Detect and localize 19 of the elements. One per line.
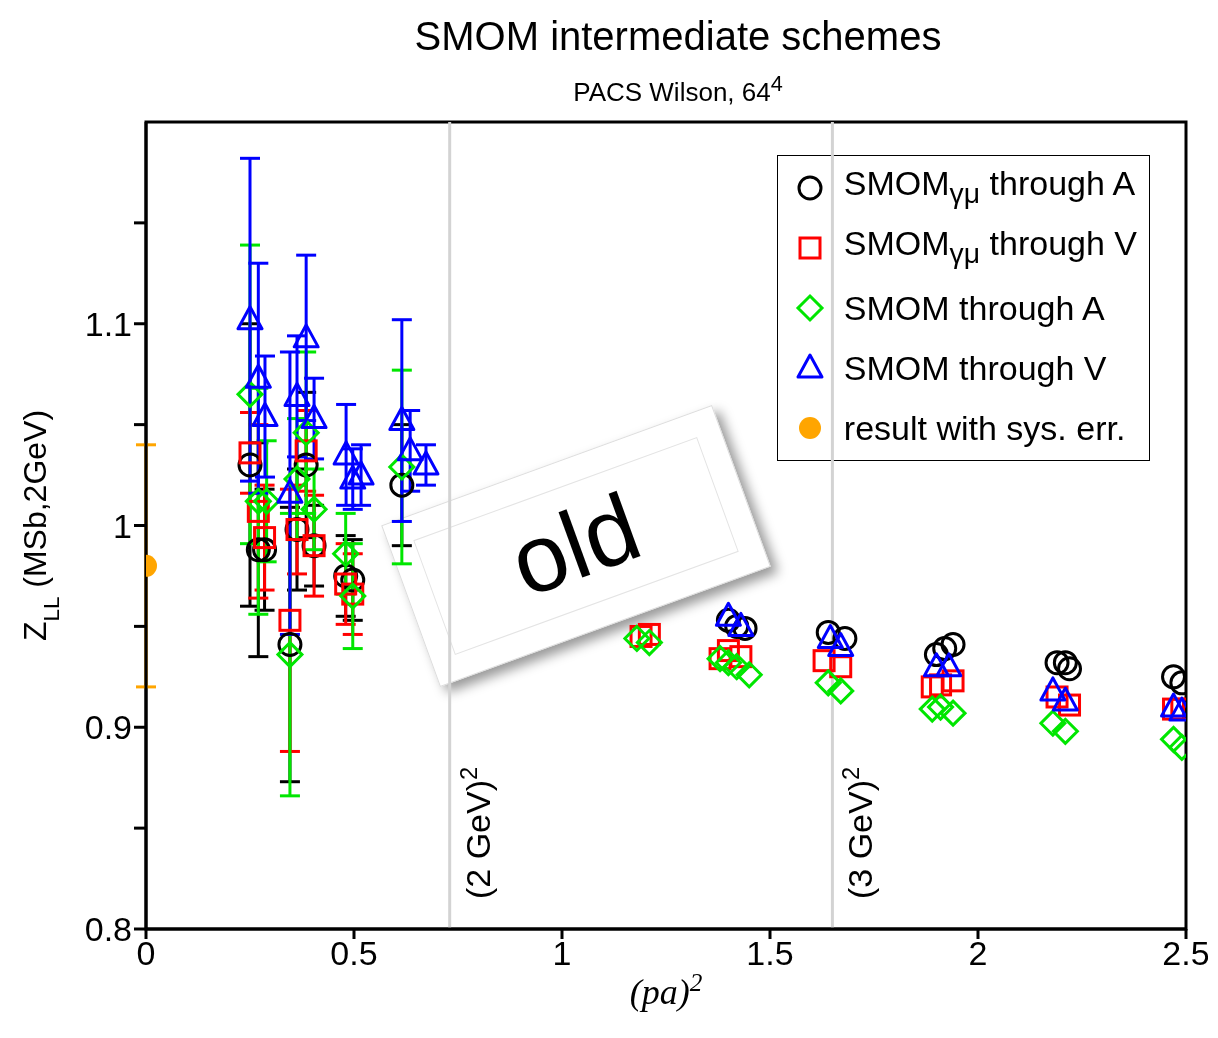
y-tick-label: 0.8 [84, 910, 132, 949]
x-tick-label: 1.5 [746, 934, 794, 973]
chart-subtitle: PACS Wilson, 64$^{4}$ [572, 70, 784, 109]
legend-label: SMOM$_{γμ}$ through A [843, 163, 1136, 211]
chart-title: SMOM intermediate schemes [413, 13, 943, 60]
y-tick-label: 1.1 [84, 304, 132, 343]
x-tick-label: 2.5 [1162, 934, 1210, 973]
y-tick-label: 0.9 [84, 708, 132, 747]
x-axis-title: (pa)$^{2}$ [629, 968, 703, 1012]
x-tick-label: 2 [968, 934, 988, 973]
x-tick-label: 0.5 [330, 934, 378, 973]
legend-label: SMOM through A [843, 288, 1105, 328]
legend-label: SMOM$_{γμ}$ through V [843, 223, 1137, 271]
annotation: old [496, 472, 654, 617]
x-tick-label: 1 [552, 934, 572, 973]
y-tick-label: 1 [113, 506, 132, 545]
legend-label: SMOM through V [843, 348, 1107, 388]
legend-label: result with sys. err. [843, 408, 1126, 448]
x-tick-label: 0 [136, 934, 156, 973]
